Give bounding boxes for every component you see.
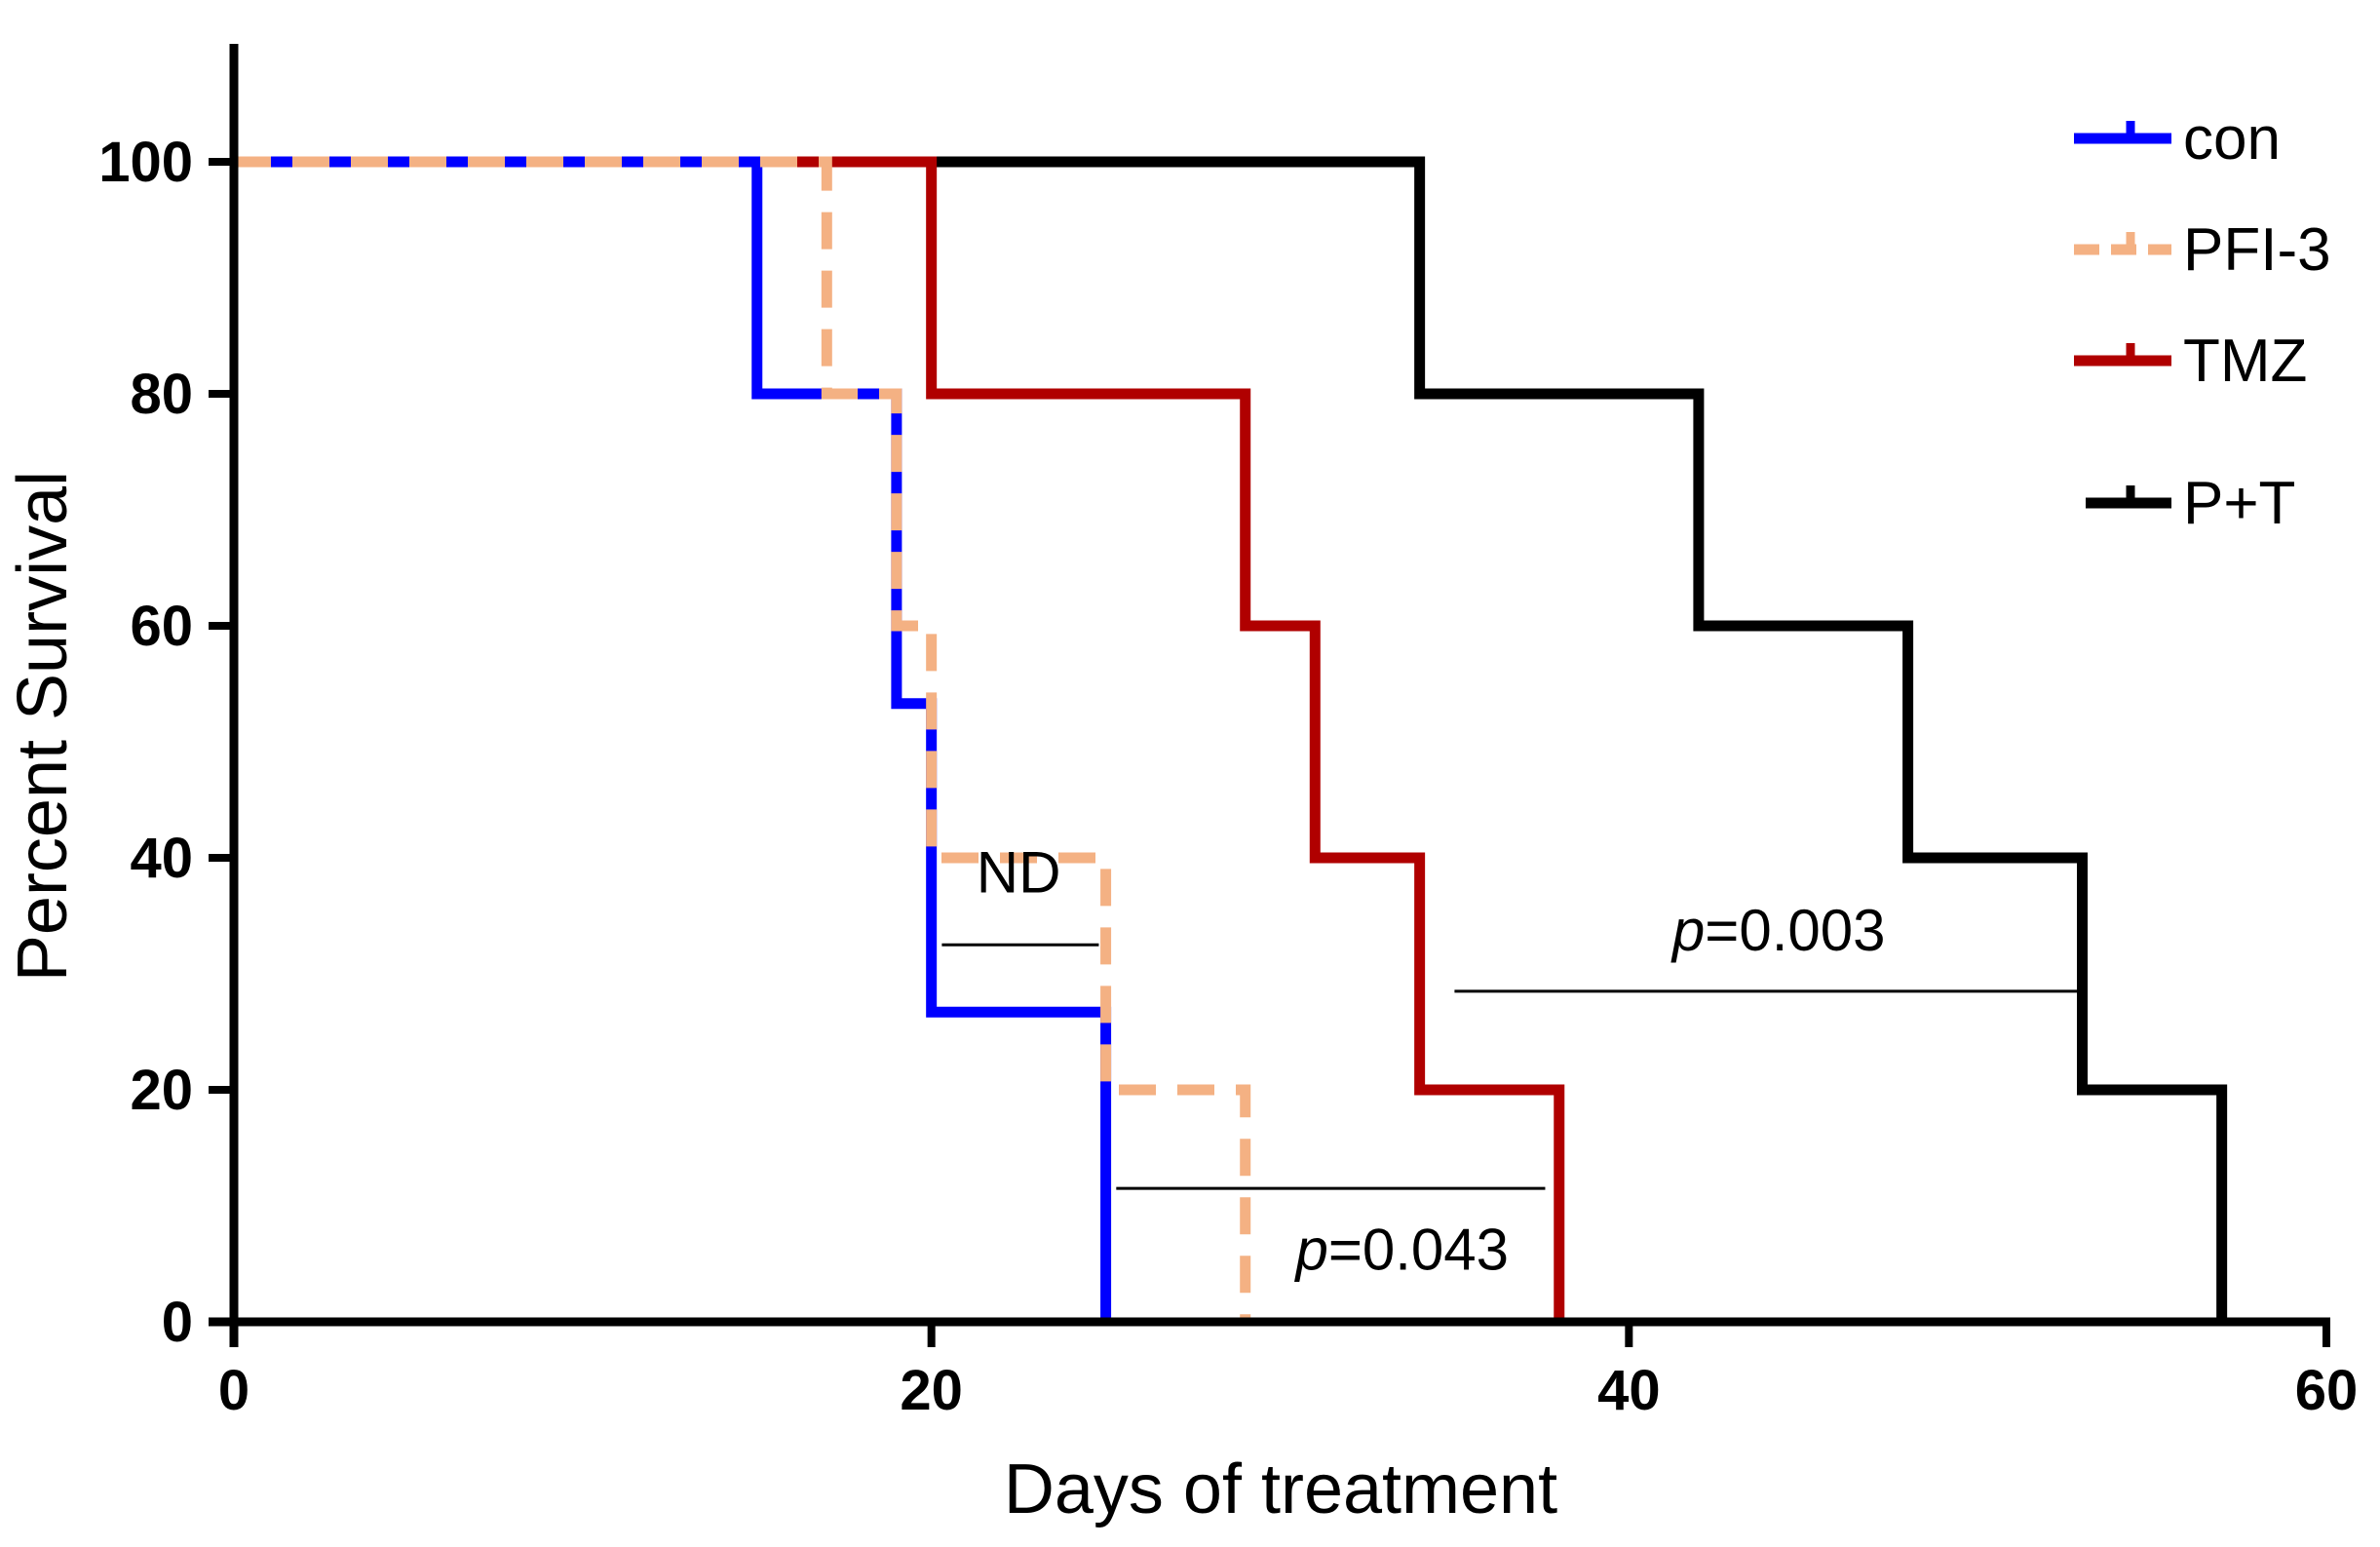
axis-titles: Days of treatment Percent Survival bbox=[4, 471, 1557, 1528]
annotation-value: =0.003 bbox=[1705, 898, 1885, 963]
x-tick-label-60: 60 bbox=[2295, 1359, 2359, 1422]
annotation-label-0: ND bbox=[977, 840, 1061, 906]
y-axis-title: Percent Survival bbox=[4, 471, 82, 982]
y-tick-label-20: 20 bbox=[130, 1059, 193, 1122]
y-tick-label-60: 60 bbox=[130, 595, 193, 658]
annotation-label-2: p=0.043 bbox=[1293, 1217, 1509, 1282]
series-line-p-t bbox=[234, 156, 2228, 1322]
x-axis-title: Days of treatment bbox=[1004, 1450, 1557, 1528]
y-tick-label-40: 40 bbox=[130, 827, 193, 890]
x-tick-label-20: 20 bbox=[900, 1359, 963, 1422]
legend: con PFI-3 TMZ P+T bbox=[2074, 105, 2331, 537]
annotation-value: =0.043 bbox=[1328, 1217, 1509, 1282]
y-tick-label-0: 0 bbox=[162, 1291, 193, 1354]
legend-label-p-t: P+T bbox=[2183, 470, 2295, 537]
series-line-pfi-3 bbox=[234, 156, 1251, 1322]
legend-label-con: con bbox=[2183, 105, 2281, 173]
y-tick-label-80: 80 bbox=[130, 363, 193, 426]
legend-label-pfi-3: PFI-3 bbox=[2183, 216, 2331, 284]
series-line-con bbox=[234, 156, 1112, 1322]
x-tick-label-0: 0 bbox=[218, 1359, 250, 1422]
x-tick-label-40: 40 bbox=[1597, 1359, 1661, 1422]
y-tick-label-100: 100 bbox=[98, 131, 193, 194]
legend-label-tmz: TMZ bbox=[2183, 328, 2307, 395]
annotation-label-1: p=0.003 bbox=[1670, 898, 1886, 963]
annotation-p-symbol: p bbox=[1670, 898, 1705, 963]
annotation-p-symbol: p bbox=[1293, 1217, 1327, 1282]
series-line-tmz bbox=[234, 156, 1565, 1322]
axes-layer: 0 20 40 60 80 100 0 20 40 60 bbox=[98, 44, 2358, 1422]
annotation-value: ND bbox=[977, 840, 1061, 906]
series-layer bbox=[234, 156, 2228, 1322]
